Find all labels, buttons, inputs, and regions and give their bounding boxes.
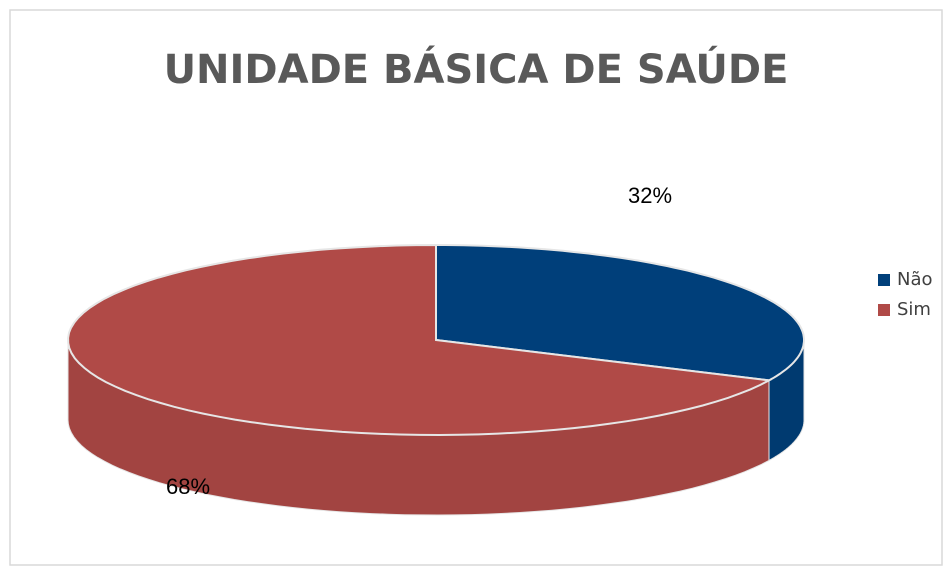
legend-label: Não	[897, 269, 933, 290]
legend-label: Sim	[897, 299, 931, 320]
pie-slice	[67, 243, 773, 437]
legend-swatch	[878, 274, 890, 286]
data-label: 68%	[166, 474, 210, 499]
legend-swatch	[878, 304, 890, 316]
data-label: 32%	[628, 183, 672, 208]
chart-title: UNIDADE BÁSICA DE SAÚDE	[164, 45, 789, 93]
pie-slice	[435, 244, 805, 382]
